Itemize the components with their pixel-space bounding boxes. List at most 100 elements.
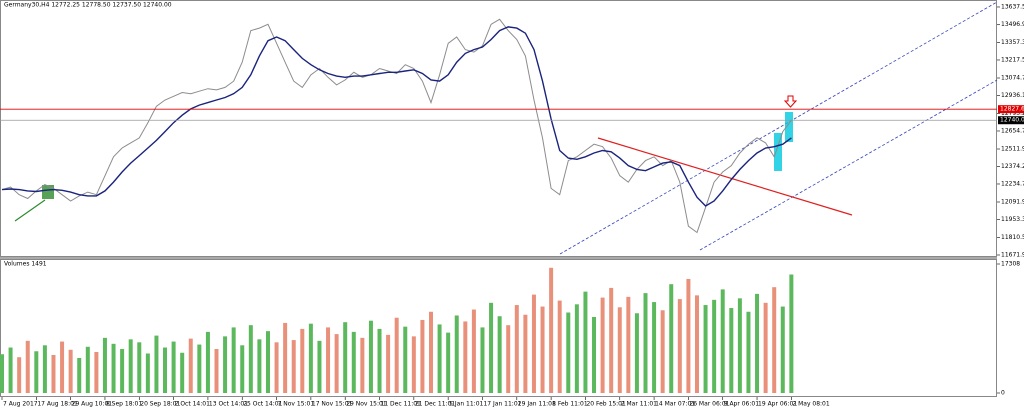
volume-bar bbox=[592, 316, 597, 393]
volume-bar bbox=[394, 317, 399, 393]
volume-bar bbox=[343, 322, 348, 393]
volume-bar bbox=[677, 299, 682, 393]
volume-bar bbox=[497, 316, 502, 393]
volume-bar bbox=[755, 293, 760, 393]
volume-bar bbox=[694, 295, 699, 393]
volume-bar bbox=[283, 322, 288, 393]
volume-frame bbox=[0, 259, 997, 397]
channel-line bbox=[559, 1, 998, 255]
volume-bar bbox=[257, 339, 262, 393]
volume-bar bbox=[8, 347, 13, 393]
volume-bar bbox=[360, 337, 365, 393]
volume-bar bbox=[197, 344, 202, 393]
volume-bar bbox=[300, 328, 305, 393]
volume-bar bbox=[703, 305, 708, 393]
volume-bar bbox=[583, 291, 588, 393]
y-tick-label: 13357.30 bbox=[1001, 39, 1024, 46]
x-tick-label: 9 Apr 06:01 bbox=[724, 401, 759, 408]
price-level-box bbox=[998, 116, 1024, 125]
marker-box bbox=[774, 133, 782, 171]
x-tick-label: 21 Dec 11:01 bbox=[415, 401, 456, 408]
volume-bar bbox=[489, 302, 494, 393]
volume-bar bbox=[68, 349, 73, 393]
x-tick-label: 17 Nov 15:01 bbox=[312, 401, 353, 408]
volume-bar bbox=[223, 336, 228, 393]
y-tick-label: 12091.90 bbox=[1001, 199, 1024, 206]
x-tick-label: 5 Jan 11:01 bbox=[449, 401, 483, 408]
volume-bar bbox=[617, 307, 622, 393]
volume-bar bbox=[506, 325, 511, 393]
volume-bar bbox=[60, 341, 65, 393]
volume-bar bbox=[789, 274, 794, 393]
volume-bar bbox=[746, 311, 751, 393]
y-tick-label: 12511.90 bbox=[1001, 146, 1024, 153]
volume-bar bbox=[643, 293, 648, 393]
marker-box bbox=[785, 112, 793, 142]
volume-bar bbox=[137, 342, 142, 393]
y-tick-label: 13217.50 bbox=[1001, 56, 1024, 63]
x-tick-label: 11 Dec 11:01 bbox=[381, 401, 422, 408]
volume-bar bbox=[686, 278, 691, 393]
volume-bar bbox=[351, 331, 356, 393]
volume-bar bbox=[763, 302, 768, 393]
volume-bar bbox=[214, 349, 219, 393]
volume-bar bbox=[180, 352, 185, 393]
x-tick-label: 8 Sep 18:01 bbox=[106, 401, 142, 408]
volume-bar bbox=[94, 352, 99, 393]
volume-bar bbox=[420, 319, 425, 393]
volume-bar bbox=[248, 325, 253, 393]
x-tick-label: 29 Nov 15:01 bbox=[346, 401, 387, 408]
x-tick-label: 13 Oct 14:01 bbox=[209, 401, 248, 408]
y-tick-label: 12793.20 bbox=[1001, 110, 1024, 117]
volume-bar bbox=[720, 289, 725, 393]
volume-bar bbox=[523, 314, 528, 393]
volume-bar bbox=[386, 334, 391, 393]
price-level-label: 12827.62 bbox=[1000, 106, 1024, 113]
x-tick-label: 14 Mar 07:01 bbox=[655, 401, 695, 408]
volume-bar bbox=[437, 324, 442, 393]
volume-bar bbox=[368, 320, 373, 393]
volume-bar bbox=[429, 311, 433, 393]
y-tick-label: 11953.30 bbox=[1001, 216, 1024, 223]
volume-bar bbox=[514, 305, 519, 393]
trend-lines bbox=[14, 1, 998, 255]
volume-bar bbox=[120, 349, 125, 393]
x-tick-label: 20 Feb 15:01 bbox=[586, 401, 626, 408]
volume-bar bbox=[403, 326, 408, 393]
volume-bar bbox=[557, 300, 562, 393]
x-tick-label: 26 Mar 06:01 bbox=[689, 401, 729, 408]
y-tick-label: 13496.90 bbox=[1001, 21, 1024, 28]
volume-bar bbox=[446, 332, 451, 393]
volume-bar bbox=[737, 298, 742, 393]
volume-bar bbox=[317, 340, 322, 393]
price-frame bbox=[0, 0, 997, 257]
volume-bar bbox=[634, 313, 639, 393]
volume-bar bbox=[25, 340, 30, 393]
volume-bar bbox=[291, 340, 296, 393]
volume-bar bbox=[34, 351, 39, 393]
volume-bar bbox=[772, 287, 777, 393]
y-tick-label: 12654.70 bbox=[1001, 127, 1024, 134]
volume-bar bbox=[729, 308, 734, 393]
volume-bar bbox=[188, 338, 193, 393]
volume-bar bbox=[540, 306, 545, 393]
chart-title: Germany30,H4 12772.25 12778.50 12737.50 … bbox=[4, 2, 172, 9]
x-tick-label: 8 Feb 11:01 bbox=[552, 401, 588, 408]
volume-bar bbox=[600, 297, 605, 393]
volume-bar bbox=[163, 347, 168, 393]
volume-bar bbox=[308, 323, 313, 393]
volume-bar bbox=[531, 294, 536, 393]
volume-bar bbox=[609, 287, 614, 393]
volume-bar bbox=[454, 315, 459, 393]
volume-bar bbox=[154, 335, 159, 393]
y-tick-label: 11810.50 bbox=[1001, 234, 1024, 241]
volume-bar bbox=[231, 327, 236, 393]
x-tick-label: 7 Nov 15:01 bbox=[278, 401, 315, 408]
volume-bar bbox=[463, 321, 468, 393]
x-tick-label: 29 Jan 11:01 bbox=[518, 401, 556, 408]
price-level-label: 12740.00 bbox=[1000, 117, 1024, 124]
volume-bar bbox=[660, 310, 665, 393]
marker-box bbox=[42, 185, 54, 199]
